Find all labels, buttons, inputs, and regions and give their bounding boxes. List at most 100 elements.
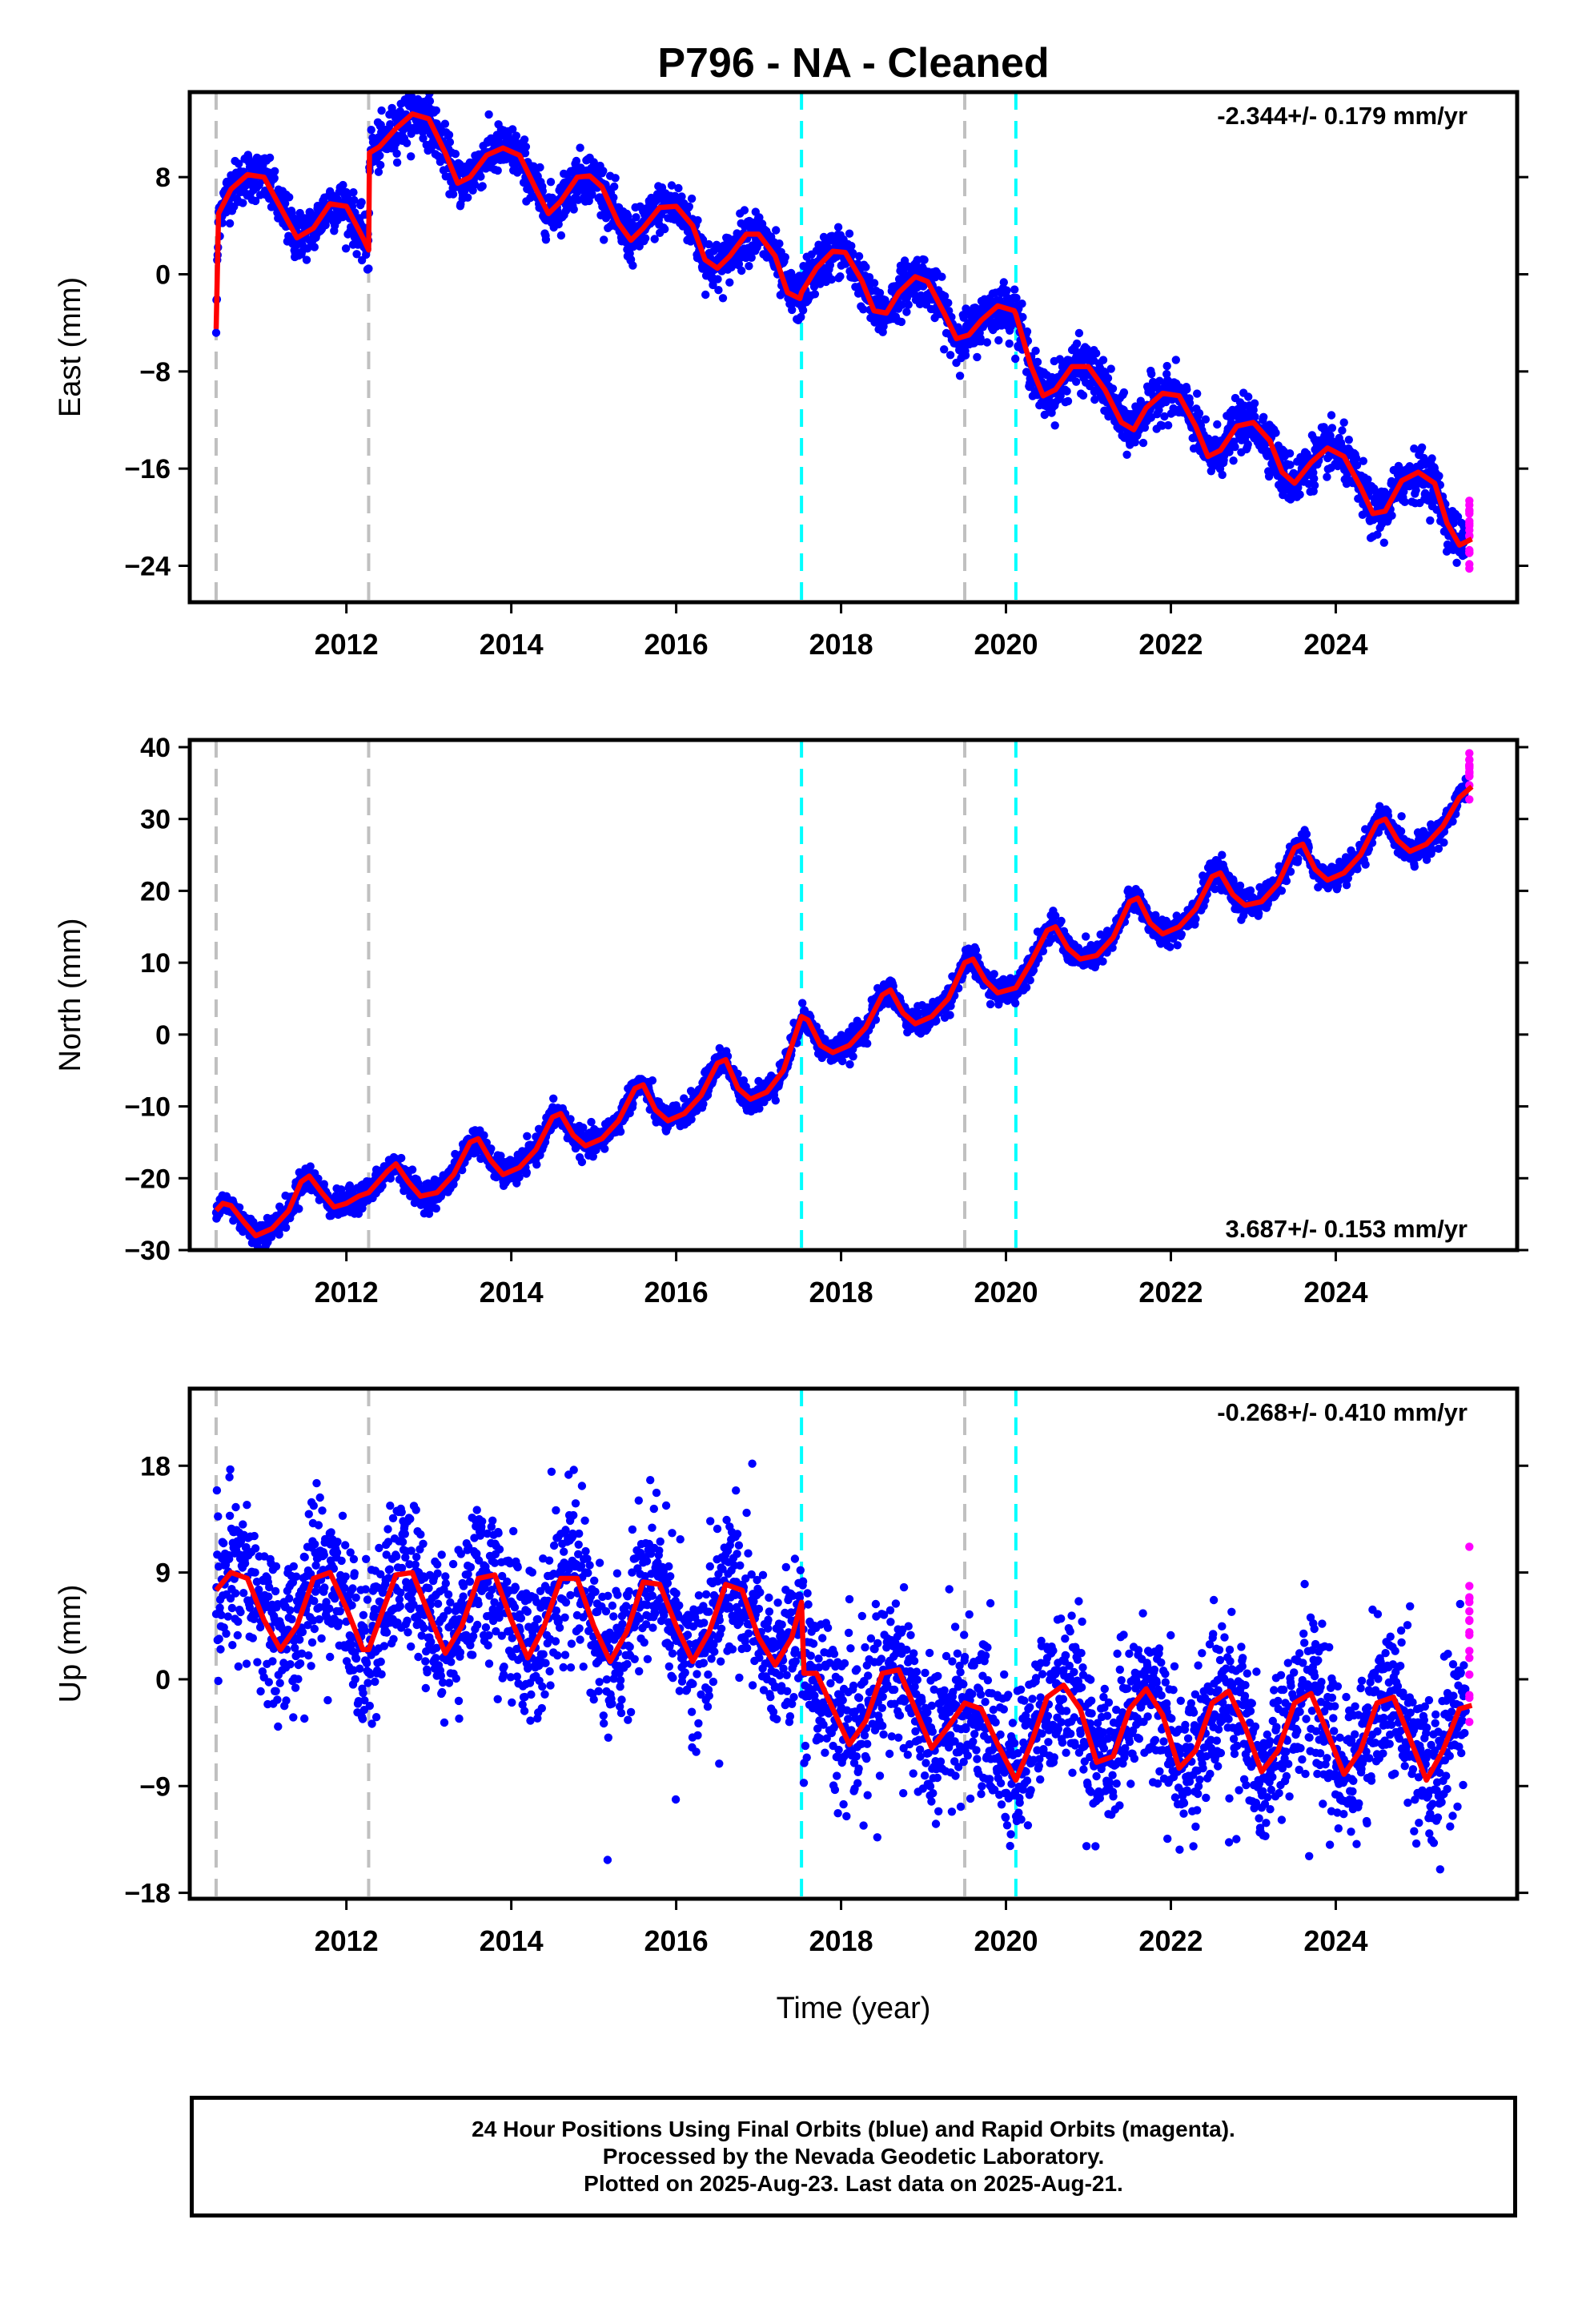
final-orbit-point [944,299,953,308]
final-orbit-point [432,1204,440,1213]
final-orbit-point [1063,396,1073,406]
final-orbit-point [1050,421,1059,430]
final-orbit-point [740,206,749,215]
final-orbit-point [522,1168,531,1177]
final-orbit-point [588,1152,597,1161]
final-orbit-point [1344,436,1354,444]
final-orbit-point [230,202,239,211]
final-orbit-point [1417,443,1427,452]
final-orbit-point [709,280,717,290]
final-orbit-point [1012,293,1021,303]
final-orbit-point [1373,530,1382,539]
final-orbit-point [1022,327,1032,336]
final-orbit-point [849,248,857,258]
final-orbit-point [432,106,440,115]
final-orbit-point [854,251,864,261]
final-orbit-point [611,174,620,183]
final-orbit-point [902,308,911,316]
final-orbit-point [378,1181,387,1190]
final-orbit-point [775,239,784,248]
final-orbit-point [339,180,347,190]
x-tick-label: 2024 [1303,628,1367,661]
final-orbit-point [1400,497,1409,506]
final-orbit-point [982,338,992,347]
final-orbit-point [1122,450,1131,459]
final-orbit-point [798,306,808,315]
final-orbit-point [1427,454,1436,463]
final-orbit-point [865,273,874,282]
final-orbit-points [211,774,1470,1250]
final-orbit-point [1130,438,1140,447]
final-orbit-point [440,119,450,128]
final-orbit-point [235,159,243,168]
final-orbit-point [810,290,820,299]
final-orbit-point [350,195,359,205]
final-orbit-point [600,235,608,244]
final-orbit-point [1249,405,1258,415]
final-orbit-point [1103,374,1113,383]
final-orbit-point [1090,395,1099,404]
final-orbit-point [397,1153,406,1163]
final-orbit-point [579,1123,588,1132]
final-orbit-point [541,235,551,244]
final-orbit-point [687,1115,696,1124]
final-orbit-point [364,264,373,273]
final-orbit-point [869,279,879,287]
final-orbit-point [520,149,530,158]
final-orbit-point [610,182,619,191]
final-orbit-point [1327,411,1336,420]
final-orbit-point [588,190,596,199]
final-orbit-point [650,235,659,243]
final-orbit-point [674,183,683,193]
panel-frame [187,90,1520,605]
final-orbit-point [225,219,235,228]
final-orbit-point [677,192,686,201]
final-orbit-point [624,211,632,220]
final-orbit-point [1359,456,1368,465]
final-orbit-point [386,120,395,129]
final-orbit-point [836,272,845,281]
final-orbit-point [484,110,493,119]
x-tick-label: 2020 [974,628,1038,661]
final-orbit-point [1072,377,1081,386]
rapid-orbit-point [1465,545,1474,555]
final-orbit-point [938,272,946,281]
final-orbit-point [955,372,965,380]
y-axis-label: East (mm) [54,277,87,417]
final-orbit-point [999,278,1009,287]
final-orbit-point [620,218,630,227]
final-orbit-point [521,143,531,151]
velocity-rate-label: -2.344+/- 0.179 mm/yr [1217,102,1468,130]
rapid-orbit-point [1465,505,1474,515]
final-orbit-point [1399,487,1408,497]
final-orbit-point [1310,480,1319,490]
final-orbit-point [875,288,885,297]
final-orbit-point [1154,405,1163,415]
final-orbit-point [1163,420,1173,430]
final-orbit-point [487,1144,496,1153]
final-orbit-point [685,202,693,211]
final-orbit-point [281,1223,291,1232]
final-orbit-point [1411,486,1420,495]
x-tick-label: 2016 [644,628,709,661]
final-orbit-point [1031,346,1040,356]
final-orbit-point [1018,312,1027,322]
final-orbit-point [747,253,756,262]
final-orbit-point [771,1096,780,1105]
final-orbit-point [375,151,384,160]
final-orbit-point [715,1043,724,1053]
final-orbit-point [1352,460,1362,470]
final-orbit-point [994,336,1003,345]
final-orbit-point [1229,456,1238,465]
final-orbit-point [480,1131,488,1140]
final-orbit-point [424,1209,434,1218]
final-orbit-point [1155,376,1164,385]
final-orbit-point [458,1165,467,1175]
final-orbit-point [1160,412,1169,421]
final-orbit-point [1201,415,1211,424]
final-orbit-point [797,312,805,322]
final-orbit-point [1244,392,1253,401]
final-orbit-point [1147,369,1156,379]
final-orbit-point [512,131,521,140]
final-orbit-point [1119,388,1129,397]
